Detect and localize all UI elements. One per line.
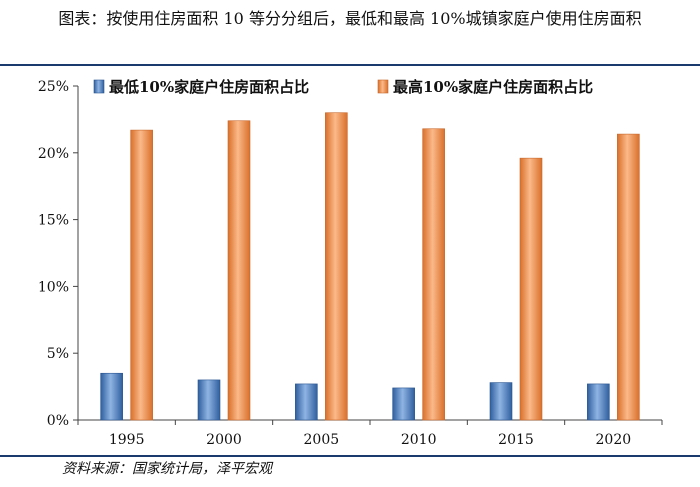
y-tick-label: 0% xyxy=(47,413,69,429)
y-tick-label: 20% xyxy=(38,146,69,162)
legend-label: 最低10%家庭户住房面积占比 xyxy=(109,78,309,96)
chart-title: 图表：按使用住房面积 10 等分分组后，最低和最高 10%城镇家庭户使用住房面积 xyxy=(58,9,642,28)
legend-label: 最高10%家庭户住房面积占比 xyxy=(393,78,593,96)
top-rule xyxy=(0,64,700,66)
x-tick-label: 2015 xyxy=(498,432,534,448)
y-tick-label: 15% xyxy=(38,213,69,229)
x-tick-label: 2010 xyxy=(401,432,437,448)
bar-high-1995 xyxy=(130,129,153,421)
source-note: 资料来源：国家统计局，泽平宏观 xyxy=(62,461,272,477)
bottom-rule xyxy=(0,455,700,457)
bar-high-2010 xyxy=(422,128,445,421)
y-tick-label: 5% xyxy=(47,346,69,362)
bar-low-1995 xyxy=(100,372,123,421)
bar-chart: 0% 5% 10% 15% 20% 25% 1995 2000 2005 2010 2015 2020… xyxy=(38,78,663,448)
y-tick-label: 10% xyxy=(38,279,69,295)
bar-low-2005 xyxy=(295,383,318,421)
x-tick-label: 1995 xyxy=(109,432,145,448)
bar-low-2020 xyxy=(587,383,610,421)
bar-high-2005 xyxy=(325,112,348,421)
legend-swatch xyxy=(377,79,389,94)
bar-low-2015 xyxy=(489,382,513,421)
y-tick-label: 25% xyxy=(38,79,69,95)
bar-high-2015 xyxy=(519,157,543,421)
x-tick-label: 2000 xyxy=(206,432,242,448)
bar-low-2000 xyxy=(197,379,221,421)
legend-swatch xyxy=(93,79,105,94)
x-tick-label: 2020 xyxy=(596,432,632,448)
bar-low-2010 xyxy=(392,387,415,421)
x-tick-label: 2005 xyxy=(304,432,340,448)
bar-high-2020 xyxy=(617,133,640,421)
bar-high-2000 xyxy=(227,120,251,421)
